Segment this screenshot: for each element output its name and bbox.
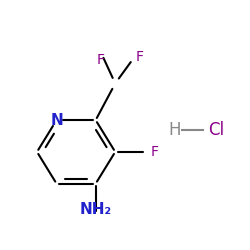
Text: Cl: Cl (208, 121, 224, 139)
Text: NH₂: NH₂ (80, 202, 112, 217)
Text: F: F (136, 50, 144, 64)
Text: H: H (169, 121, 181, 139)
Text: F: F (151, 145, 159, 159)
Text: N: N (50, 112, 63, 128)
Text: F: F (96, 53, 104, 67)
